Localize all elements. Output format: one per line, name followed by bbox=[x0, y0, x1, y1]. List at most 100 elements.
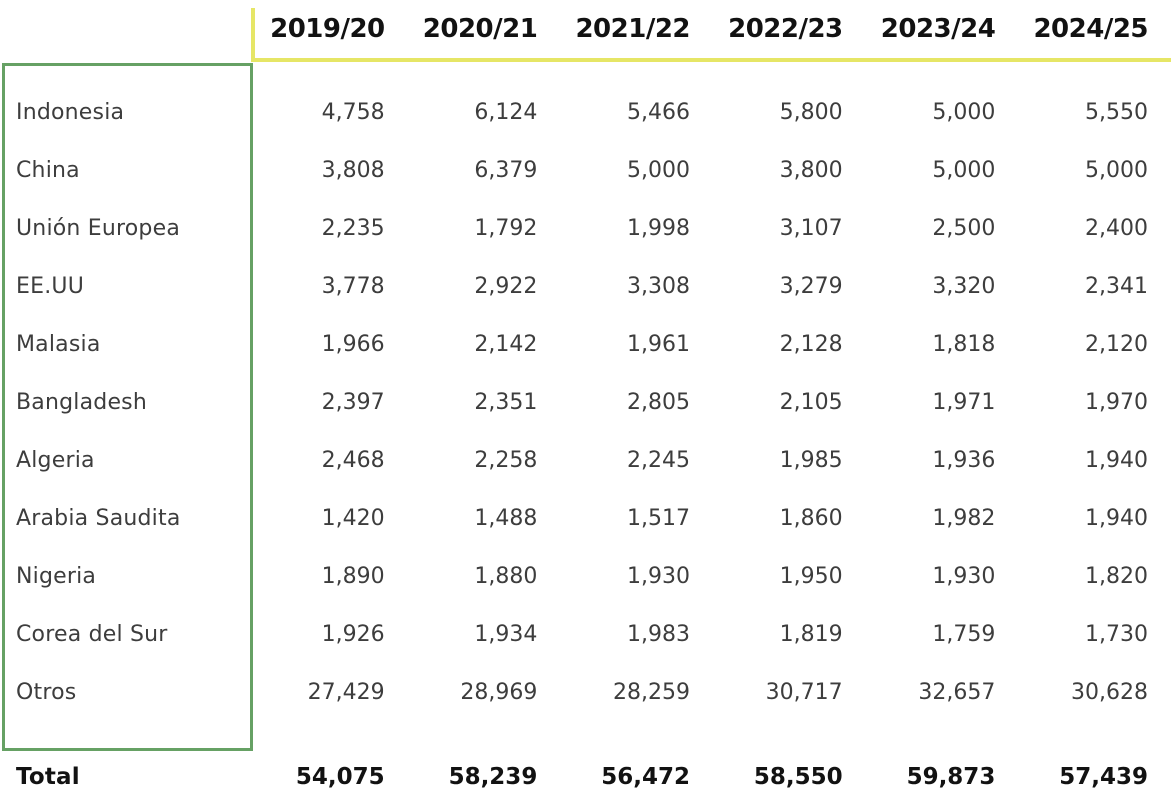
cell-value: 1,819 bbox=[779, 621, 843, 647]
cell-value: 1,759 bbox=[932, 621, 996, 647]
cell-value: 5,800 bbox=[779, 99, 843, 125]
cell-value: 32,657 bbox=[918, 679, 996, 705]
row-label: Malasia bbox=[16, 331, 101, 357]
cell-value: 3,320 bbox=[932, 273, 996, 299]
total-value: 58,550 bbox=[753, 764, 843, 790]
table-row: EE.UU 3,778 2,922 3,308 3,279 3,320 2,341 bbox=[0, 257, 1171, 315]
cell-value: 1,926 bbox=[321, 621, 385, 647]
table-row: Algeria 2,468 2,258 2,245 1,985 1,936 1,940 bbox=[0, 431, 1171, 489]
total-value: 56,472 bbox=[601, 764, 690, 790]
cell-value: 1,420 bbox=[321, 505, 385, 531]
cell-value: 2,805 bbox=[627, 389, 690, 415]
cell-value: 2,500 bbox=[932, 215, 996, 241]
cell-value: 6,124 bbox=[474, 99, 538, 125]
cell-value: 1,930 bbox=[932, 563, 996, 589]
cell-value: 5,000 bbox=[627, 157, 690, 183]
cell-value: 2,341 bbox=[1085, 273, 1148, 299]
table-row: Bangladesh 2,397 2,351 2,805 2,105 1,971 1,970 bbox=[0, 373, 1171, 431]
cell-value: 1,961 bbox=[627, 331, 690, 357]
row-label: Corea del Sur bbox=[16, 621, 168, 647]
row-label: Arabia Saudita bbox=[16, 505, 181, 531]
row-label: China bbox=[16, 157, 80, 183]
cell-value: 2,397 bbox=[321, 389, 385, 415]
table-row: Arabia Saudita 1,420 1,488 1,517 1,860 1,982 1… bbox=[0, 489, 1171, 547]
total-label: Total bbox=[16, 764, 80, 790]
cell-value: 5,550 bbox=[1085, 99, 1148, 125]
cell-value: 3,279 bbox=[779, 273, 843, 299]
cell-value: 1,820 bbox=[1085, 563, 1148, 589]
table-header-row: 2019/20 2020/21 2021/22 2022/23 2023/24 2024/… bbox=[0, 0, 1171, 62]
table-row: Otros 27,429 28,969 28,259 30,717 32,657 30,62… bbox=[0, 663, 1171, 721]
cell-value: 1,998 bbox=[627, 215, 690, 241]
cell-value: 1,730 bbox=[1085, 621, 1148, 647]
table-row: Malasia 1,966 2,142 1,961 2,128 1,818 2,120 bbox=[0, 315, 1171, 373]
cell-value: 1,970 bbox=[1085, 389, 1148, 415]
table-body: Indonesia 4,758 6,124 5,466 5,800 5,000 5,550 C… bbox=[0, 62, 1171, 751]
table-row: Nigeria 1,890 1,880 1,930 1,950 1,930 1,820 bbox=[0, 547, 1171, 605]
total-value: 57,439 bbox=[1059, 764, 1148, 790]
cell-value: 5,466 bbox=[627, 99, 690, 125]
cell-value: 1,860 bbox=[779, 505, 843, 531]
year-header: 2024/25 bbox=[1018, 0, 1171, 62]
cell-value: 2,105 bbox=[779, 389, 843, 415]
table-rows: Indonesia 4,758 6,124 5,466 5,800 5,000 5,550 C… bbox=[0, 83, 1171, 721]
header-corner-cell bbox=[0, 0, 255, 62]
cell-value: 3,308 bbox=[627, 273, 690, 299]
year-header: 2020/21 bbox=[407, 0, 561, 62]
cell-value: 2,468 bbox=[321, 447, 385, 473]
table-row: China 3,808 6,379 5,000 3,800 5,000 5,000 bbox=[0, 141, 1171, 199]
cell-value: 4,758 bbox=[321, 99, 385, 125]
cell-value: 1,792 bbox=[474, 215, 538, 241]
row-label: Algeria bbox=[16, 447, 95, 473]
total-value: 59,873 bbox=[906, 764, 996, 790]
row-label: Unión Europea bbox=[16, 215, 181, 241]
year-header: 2021/22 bbox=[560, 0, 713, 62]
cell-value: 3,107 bbox=[779, 215, 843, 241]
cell-value: 3,778 bbox=[321, 273, 385, 299]
cell-value: 2,245 bbox=[627, 447, 690, 473]
year-header: 2022/23 bbox=[713, 0, 866, 62]
table-row: Corea del Sur 1,926 1,934 1,983 1,819 1,759 1,… bbox=[0, 605, 1171, 663]
table-row: Indonesia 4,758 6,124 5,466 5,800 5,000 5,550 bbox=[0, 83, 1171, 141]
year-header: 2019/20 bbox=[255, 0, 408, 62]
cell-value: 30,717 bbox=[765, 679, 843, 705]
row-label: Otros bbox=[16, 679, 77, 705]
cell-value: 2,258 bbox=[474, 447, 538, 473]
cell-value: 5,000 bbox=[1085, 157, 1148, 183]
cell-value: 1,936 bbox=[932, 447, 996, 473]
cell-value: 5,000 bbox=[932, 157, 996, 183]
total-row: Total 54,075 58,239 56,472 58,550 59,873 57,4… bbox=[0, 747, 1171, 807]
total-value: 54,075 bbox=[295, 764, 385, 790]
cell-value: 28,969 bbox=[460, 679, 538, 705]
year-header: 2023/24 bbox=[865, 0, 1019, 62]
cell-value: 1,517 bbox=[627, 505, 690, 531]
row-label: Nigeria bbox=[16, 563, 97, 589]
cell-value: 1,966 bbox=[321, 331, 385, 357]
cell-value: 27,429 bbox=[307, 679, 385, 705]
cell-value: 1,818 bbox=[932, 331, 996, 357]
row-label: Indonesia bbox=[16, 99, 125, 125]
cell-value: 1,985 bbox=[779, 447, 843, 473]
cell-value: 2,922 bbox=[474, 273, 538, 299]
cell-value: 5,000 bbox=[932, 99, 996, 125]
table-row: Unión Europea 2,235 1,792 1,998 3,107 2,500 2,… bbox=[0, 199, 1171, 257]
cell-value: 2,120 bbox=[1085, 331, 1148, 357]
total-value: 58,239 bbox=[448, 764, 538, 790]
cell-value: 1,934 bbox=[474, 621, 538, 647]
row-label: Bangladesh bbox=[16, 389, 147, 415]
cell-value: 2,235 bbox=[321, 215, 385, 241]
yellow-divider-line bbox=[251, 8, 255, 62]
row-label: EE.UU bbox=[16, 273, 84, 299]
cell-value: 1,940 bbox=[1085, 505, 1148, 531]
cell-value: 3,808 bbox=[321, 157, 385, 183]
cell-value: 2,142 bbox=[474, 331, 538, 357]
cell-value: 28,259 bbox=[613, 679, 690, 705]
cell-value: 2,128 bbox=[779, 331, 843, 357]
cell-value: 30,628 bbox=[1071, 679, 1148, 705]
cell-value: 1,971 bbox=[932, 389, 996, 415]
cell-value: 2,351 bbox=[474, 389, 538, 415]
cell-value: 1,880 bbox=[474, 563, 538, 589]
cell-value: 1,950 bbox=[779, 563, 843, 589]
cell-value: 1,940 bbox=[1085, 447, 1148, 473]
